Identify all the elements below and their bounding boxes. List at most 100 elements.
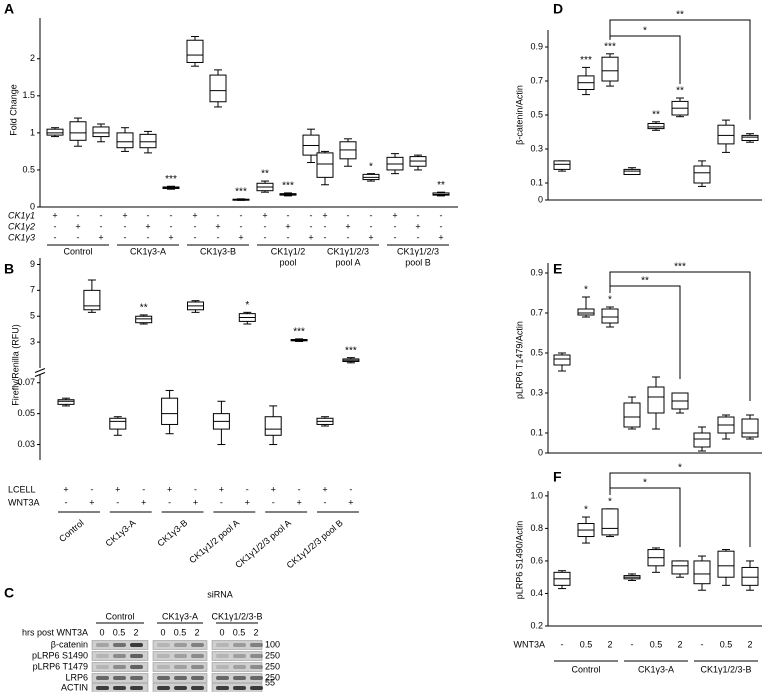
design-mark: -: [194, 484, 197, 494]
design-mark: +: [308, 232, 313, 242]
y-tick-label: 0.9: [530, 41, 543, 51]
design-mark: -: [272, 497, 275, 507]
group-label: CK1γ3-A: [130, 246, 166, 256]
blot-time-label: 0.5: [174, 627, 187, 637]
design-mark: -: [54, 221, 57, 231]
design-mark: -: [170, 210, 173, 220]
box: [553, 160, 571, 170]
design-mark: +: [238, 232, 243, 242]
design-mark: +: [262, 210, 267, 220]
design-mark: 2: [747, 639, 752, 649]
design-mark: -: [100, 210, 103, 220]
blot-strip: [91, 651, 149, 661]
design-mark: +: [75, 221, 80, 231]
blot-band: [130, 686, 143, 690]
group-label: CK1γ1/2 pool A: [187, 518, 241, 566]
blot-time-title: hrs post WNT3A: [22, 627, 88, 637]
design-mark: -: [54, 232, 57, 242]
box: [109, 417, 127, 430]
blot-band: [174, 686, 187, 690]
y-tick-label: 2: [30, 53, 35, 63]
box: [186, 39, 204, 63]
y-tick-label: 0.8: [530, 523, 543, 533]
design-mark: +: [167, 484, 172, 494]
y-tick-label: 0.2: [530, 620, 543, 630]
blot-band: [250, 676, 263, 680]
y-tick-label: 0.7: [530, 307, 543, 317]
blot-band: [250, 686, 263, 690]
significance-label: **: [261, 169, 269, 180]
blot-band: [216, 686, 229, 690]
y-tick-label: 0.4: [530, 588, 543, 598]
design-mark: -: [370, 210, 373, 220]
design-mark: -: [394, 232, 397, 242]
significance-label: ***: [345, 345, 357, 356]
design-mark: -: [287, 210, 290, 220]
blot-band: [113, 654, 126, 658]
design-mark: -: [124, 232, 127, 242]
box: [693, 165, 711, 184]
significance-label: *: [584, 285, 588, 296]
design-mark: -: [264, 232, 267, 242]
design-mark: 2: [677, 639, 682, 649]
group-label: CK1γ1/2/3: [397, 246, 439, 256]
y-tick-label: 0.5: [530, 347, 543, 357]
box: [209, 74, 227, 103]
blot-band: [96, 643, 109, 647]
y-tick-label: 0.1: [530, 427, 543, 437]
blot-marker: 250: [265, 661, 280, 671]
y-tick-label: 3: [30, 336, 35, 346]
blot-band: [96, 665, 109, 669]
blot-band: [157, 643, 170, 647]
group-label: Control: [57, 518, 86, 544]
box: [717, 550, 735, 578]
design-mark: +: [219, 484, 224, 494]
significance-label: **: [676, 10, 684, 21]
design-row-label: WNT3A: [8, 497, 40, 507]
blot-time-label: 2: [133, 627, 138, 637]
group-label: CK1γ1/2: [271, 246, 306, 256]
significance-label: **: [652, 109, 660, 120]
blot-band: [250, 665, 263, 669]
blot-marker: 250: [265, 672, 280, 682]
design-row-label: CK1γ1: [8, 210, 35, 220]
blot-band: [250, 643, 263, 647]
significance-bracket: [609, 19, 751, 120]
design-mark: -: [100, 221, 103, 231]
design-mark: 2: [607, 639, 612, 649]
design-mark: -: [417, 210, 420, 220]
design-mark: -: [147, 232, 150, 242]
y-tick-label: 0.3: [530, 387, 543, 397]
y-axis-label: β-catenin/Actin: [514, 85, 524, 145]
design-mark: -: [217, 232, 220, 242]
y-tick-label: 0.7: [530, 75, 543, 85]
design-mark: +: [192, 210, 197, 220]
group-label: Control: [571, 664, 600, 674]
design-mark: 0.5: [580, 639, 593, 649]
design-mark: -: [347, 210, 350, 220]
design-mark: -: [324, 232, 327, 242]
design-mark: -: [349, 484, 352, 494]
y-tick-label: 7: [30, 285, 35, 295]
design-mark: +: [168, 232, 173, 242]
significance-label: **: [676, 86, 684, 97]
y-axis-label: pLRP6 S1490/Actin: [514, 521, 524, 600]
design-mark: +: [115, 484, 120, 494]
design-mark: -: [116, 497, 119, 507]
design-mark: +: [141, 497, 146, 507]
significance-bracket: [609, 271, 751, 401]
group-label: CK1γ1/2/3: [327, 246, 369, 256]
group-label: pool A: [335, 257, 360, 267]
design-mark: +: [215, 221, 220, 231]
design-mark: +: [415, 221, 420, 231]
panel-letter: F: [553, 469, 562, 485]
significance-bracket: [609, 285, 681, 379]
significance-label: *: [584, 505, 588, 516]
box: [161, 397, 179, 425]
blot-row-label: pLRP6 S1490: [32, 650, 88, 660]
